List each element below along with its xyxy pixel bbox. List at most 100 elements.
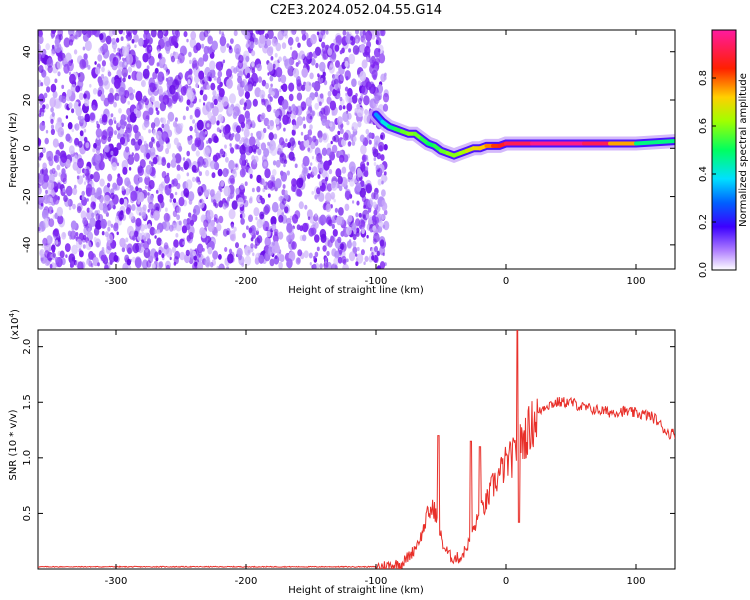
noise-blob <box>241 262 245 267</box>
noise-blob <box>208 137 212 144</box>
noise-blob <box>232 112 238 120</box>
noise-blob <box>311 190 315 195</box>
noise-blob <box>251 61 255 67</box>
noise-blob <box>197 186 204 196</box>
noise-blob <box>198 171 202 177</box>
noise-blob <box>257 76 263 83</box>
noise-blob <box>217 70 223 78</box>
noise-blob <box>229 93 236 104</box>
noise-blob <box>320 107 326 115</box>
noise-blob <box>345 33 353 45</box>
noise-blob <box>95 137 101 147</box>
noise-blob <box>283 163 286 168</box>
noise-blob <box>133 152 140 162</box>
noise-blob <box>156 110 160 115</box>
noise-blob <box>65 115 69 119</box>
noise-blob <box>39 121 46 132</box>
noise-blob <box>253 155 259 163</box>
noise-blob <box>266 39 272 47</box>
noise-blob <box>134 257 142 269</box>
noise-blob <box>272 160 277 166</box>
noise-blob <box>110 223 114 228</box>
noise-blob <box>78 103 81 107</box>
noise-blob <box>271 201 279 213</box>
noise-blob <box>341 138 347 147</box>
noise-blob <box>260 197 265 205</box>
noise-blob <box>347 215 353 223</box>
noise-blob <box>52 138 59 148</box>
noise-blob <box>136 102 142 111</box>
noise-blob <box>51 112 55 117</box>
noise-blob <box>174 153 182 164</box>
noise-blob <box>237 60 244 69</box>
noise-blob <box>118 86 126 98</box>
noise-blob <box>102 205 109 215</box>
noise-blob <box>198 130 206 142</box>
noise-blob <box>95 128 103 138</box>
noise-blob <box>186 99 191 106</box>
noise-blob <box>373 157 377 162</box>
noise-blob <box>91 212 95 218</box>
noise-blob <box>140 232 146 240</box>
noise-blob <box>95 66 101 75</box>
noise-blob <box>166 142 172 150</box>
noise-blob <box>358 212 362 218</box>
noise-blob <box>57 54 63 62</box>
noise-blob <box>156 237 162 246</box>
noise-blob <box>158 88 163 96</box>
noise-blob <box>314 194 318 200</box>
noise-blob <box>161 171 167 179</box>
noise-blob <box>316 31 320 36</box>
noise-blob <box>192 250 196 257</box>
noise-blob <box>135 56 139 62</box>
noise-blob <box>187 135 191 141</box>
noise-blob <box>222 38 225 43</box>
noise-blob <box>339 50 343 55</box>
noise-blob <box>281 189 286 196</box>
noise-blob <box>75 106 82 117</box>
noise-blob <box>256 227 259 232</box>
noise-blob <box>337 256 343 264</box>
noise-blob <box>289 137 296 147</box>
noise-blob <box>186 38 189 43</box>
noise-blob <box>111 162 118 171</box>
noise-blob <box>135 90 143 102</box>
noise-blob <box>334 44 340 52</box>
noise-blob <box>234 132 241 142</box>
noise-blob <box>107 220 112 227</box>
noise-blob <box>85 183 93 194</box>
noise-blob <box>356 103 360 110</box>
noise-blob <box>342 105 346 110</box>
noise-blob <box>77 158 84 169</box>
noise-blob <box>348 48 352 53</box>
noise-blob <box>43 173 49 183</box>
noise-blob <box>319 263 323 269</box>
noise-blob <box>89 112 96 121</box>
noise-blob <box>377 225 383 233</box>
noise-blob <box>137 191 145 203</box>
noise-blob <box>213 98 218 106</box>
noise-blob <box>87 64 91 70</box>
noise-blob <box>371 251 374 256</box>
noise-blob <box>82 234 87 241</box>
noise-blob <box>203 146 211 158</box>
noise-blob <box>127 154 135 165</box>
noise-blob <box>122 166 128 175</box>
noise-blob <box>383 171 387 176</box>
noise-blob <box>112 147 119 157</box>
noise-blob <box>312 263 317 269</box>
noise-blob <box>234 43 241 55</box>
noise-blob <box>195 150 200 157</box>
noise-blob <box>121 159 129 171</box>
noise-blob <box>55 239 59 245</box>
noise-blob <box>363 261 366 266</box>
noise-blob <box>82 217 88 226</box>
noise-blob <box>218 254 222 260</box>
noise-blob <box>57 71 61 77</box>
noise-blob <box>353 136 357 142</box>
noise-blob <box>83 181 87 185</box>
noise-blob <box>107 93 115 105</box>
noise-blob <box>73 49 78 55</box>
noise-blob <box>196 119 204 131</box>
noise-blob <box>364 170 369 178</box>
